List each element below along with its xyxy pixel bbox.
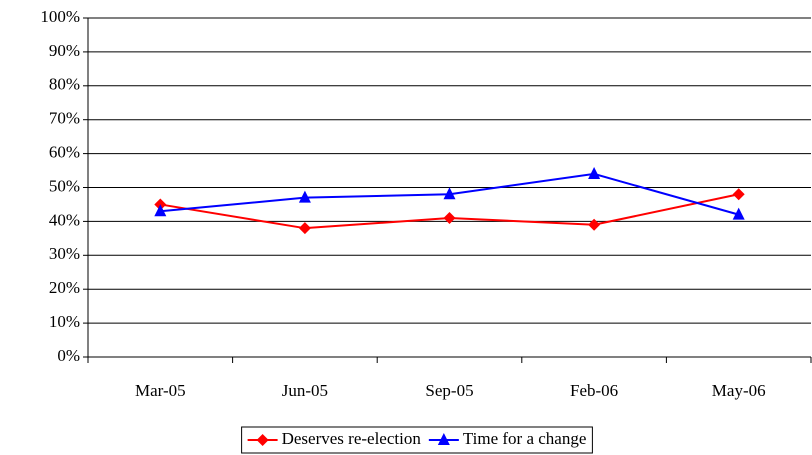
y-tick-label: 0% — [57, 346, 80, 365]
x-tick-label: May-06 — [712, 381, 766, 400]
marker — [588, 166, 601, 179]
x-tick-label: Mar-05 — [135, 381, 186, 400]
y-tick-label: 70% — [49, 109, 80, 128]
y-tick-label: 10% — [49, 312, 80, 331]
legend-label: Deserves re-election — [282, 429, 422, 448]
y-tick-label: 100% — [40, 7, 80, 26]
marker — [588, 218, 601, 231]
y-tick-label: 90% — [49, 41, 80, 60]
legend-box — [241, 426, 593, 454]
y-tick-label: 20% — [49, 278, 80, 297]
x-tick-label: Sep-05 — [425, 381, 473, 400]
y-tick-label: 60% — [49, 143, 80, 162]
marker — [298, 222, 311, 235]
y-tick-label: 30% — [49, 244, 80, 263]
marker — [443, 187, 456, 200]
y-tick-label: 80% — [49, 75, 80, 94]
marker — [154, 204, 167, 217]
marker — [732, 188, 745, 201]
legend: Deserves re-election Time for a change — [241, 426, 593, 454]
y-tick-label: 50% — [49, 176, 80, 195]
marker — [732, 207, 745, 220]
marker — [443, 212, 456, 225]
marker — [298, 190, 311, 203]
marker — [437, 433, 450, 445]
marker — [256, 434, 269, 446]
legend-label: Time for a change — [463, 429, 587, 448]
x-tick-label: Feb-06 — [570, 381, 618, 400]
y-tick-label: 40% — [49, 210, 80, 229]
x-tick-label: Jun-05 — [282, 381, 328, 400]
